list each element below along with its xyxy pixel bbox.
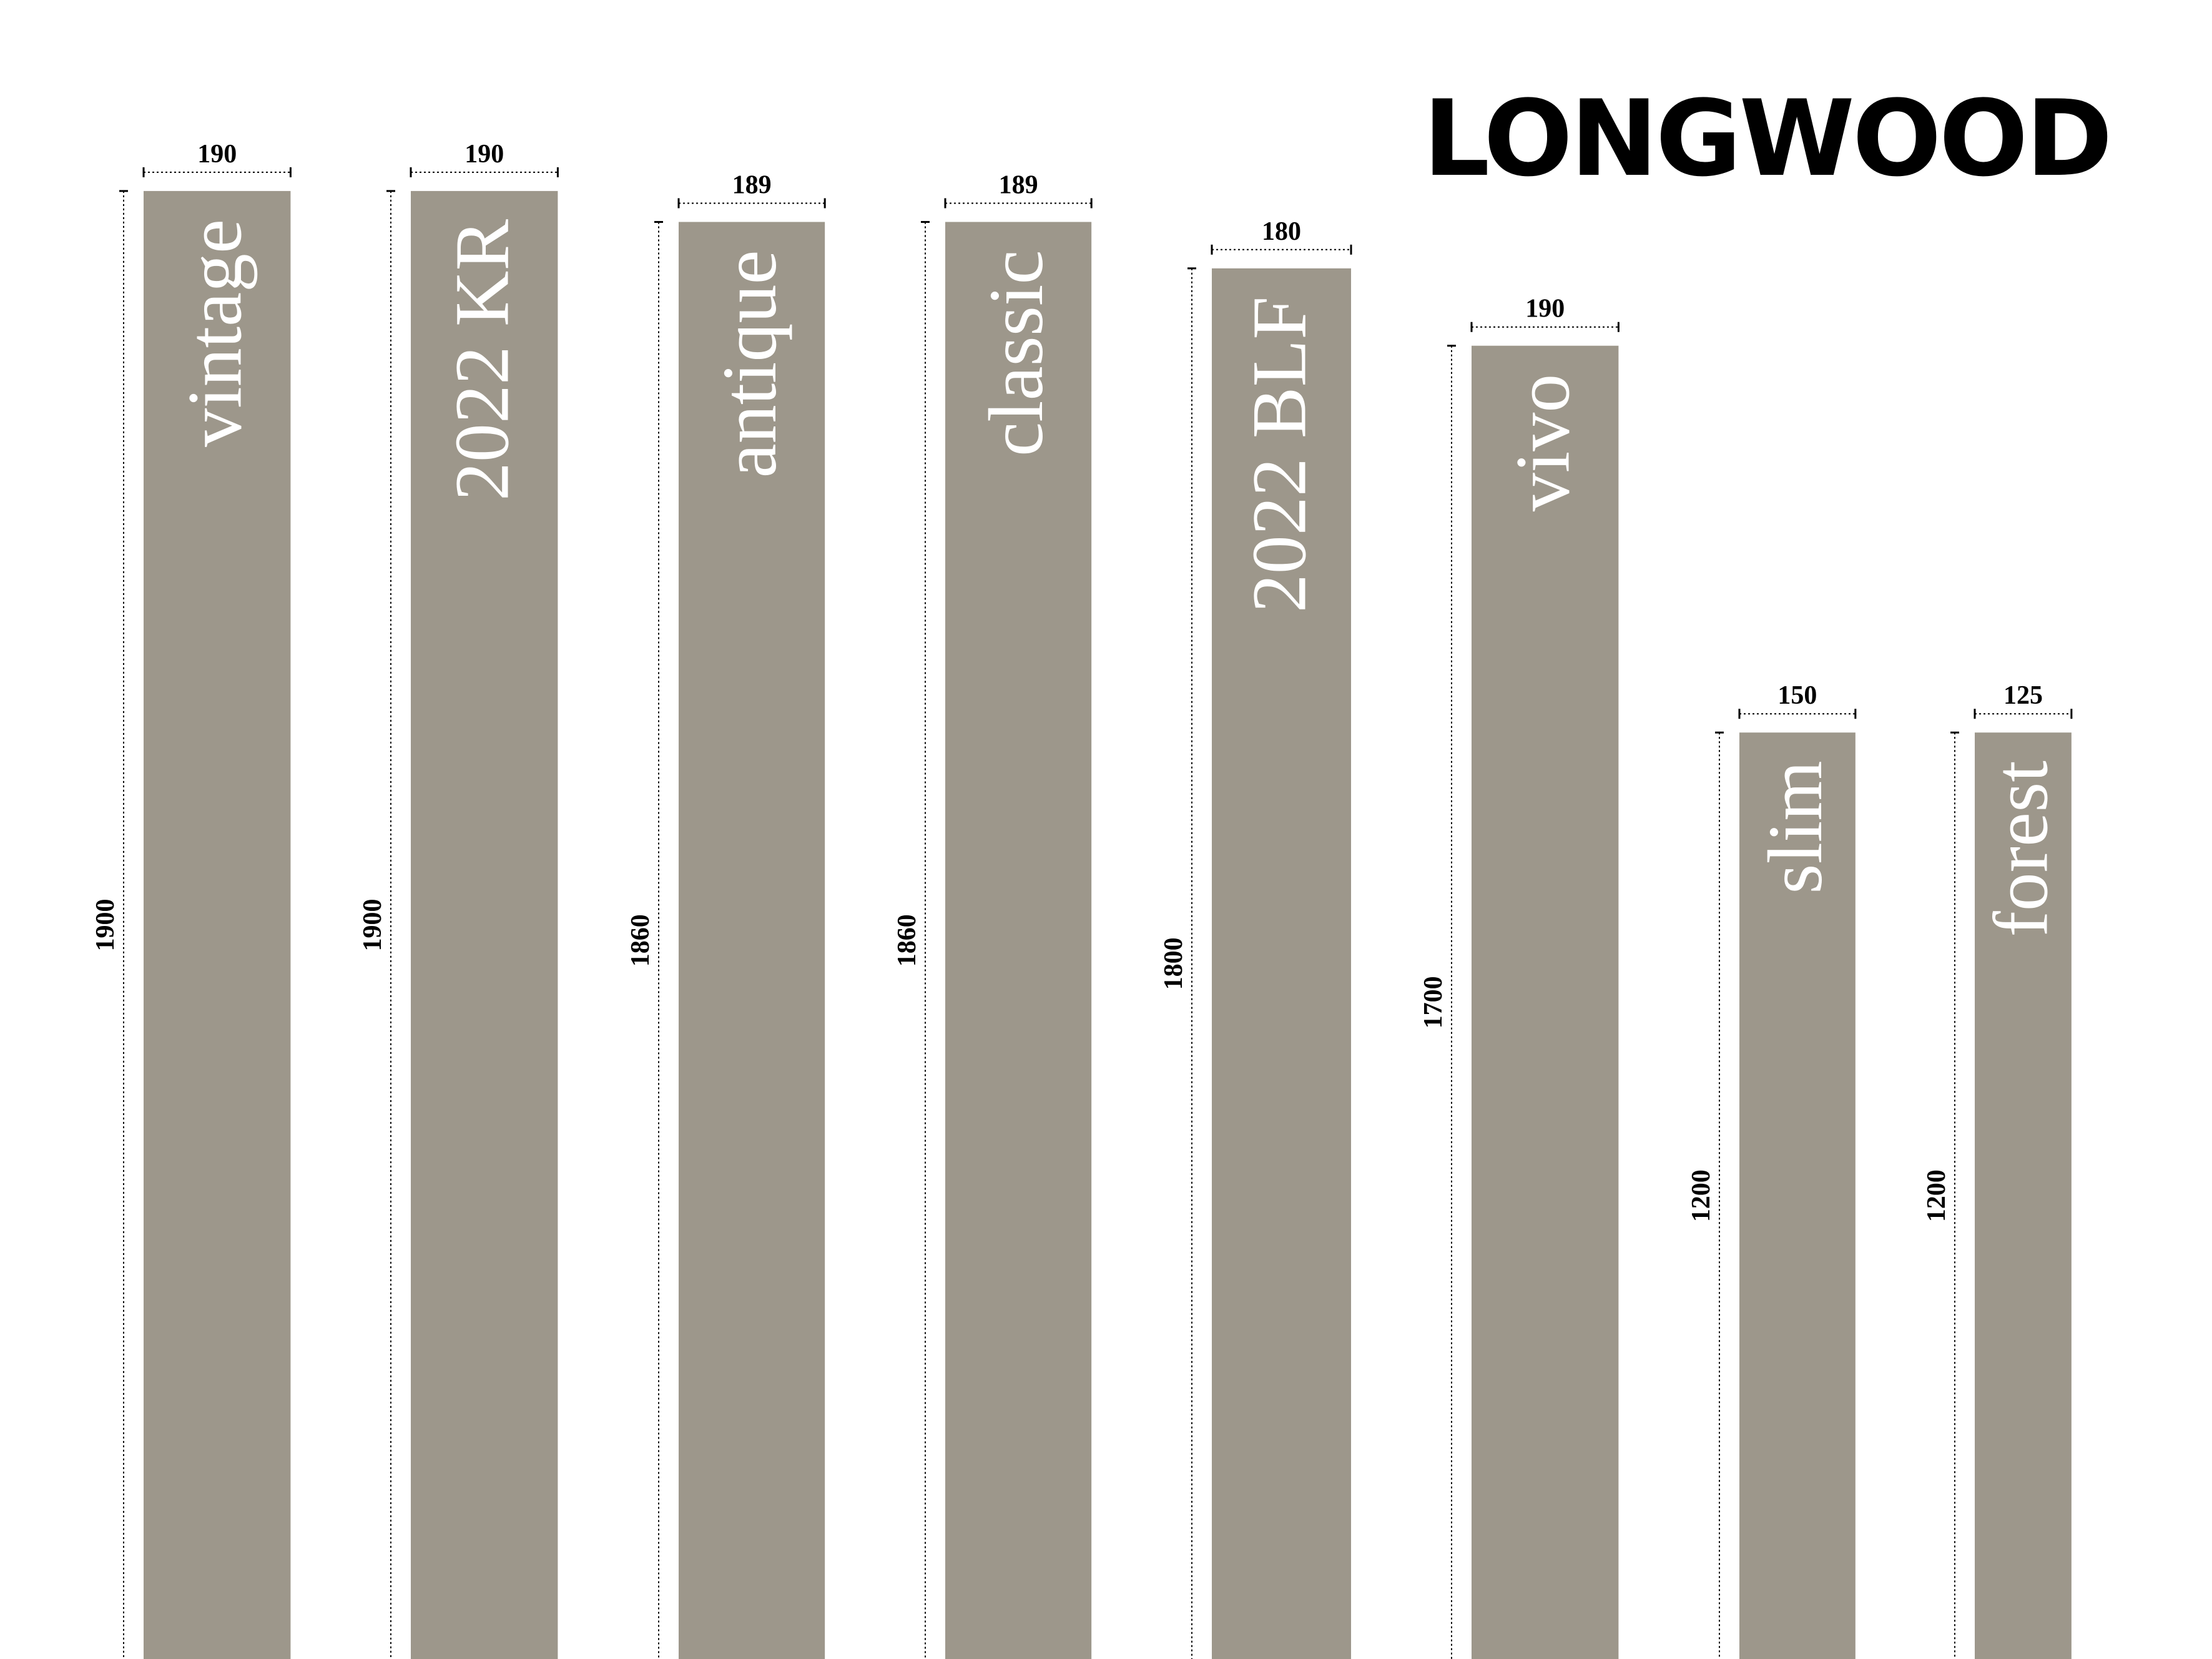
plank-name-label: vivo: [1500, 374, 1586, 511]
plank-classic: 189 1860 classic: [893, 170, 1093, 1659]
plank-name-label: slim: [1752, 761, 1838, 894]
width-label: 150: [1777, 681, 1817, 710]
length-label: 1900: [358, 898, 387, 951]
length-label: 1200: [1922, 1169, 1951, 1222]
plank-antique: 189 1860 antique: [626, 170, 826, 1659]
plank-bar: [1212, 268, 1352, 1659]
length-label: 1200: [1687, 1169, 1716, 1222]
plank-bar: [144, 190, 291, 1659]
plank-2022-kr: 190 1900 2022 KR: [358, 140, 559, 1659]
width-label: 180: [1262, 217, 1301, 246]
plank-name-label: 2022 BLF: [1237, 297, 1322, 613]
plank-name-label: 2022 KR: [440, 219, 525, 501]
length-label: 1800: [1159, 937, 1188, 990]
plank-bar: [945, 222, 1092, 1659]
plank-bar: [411, 190, 558, 1659]
plank-bar: [679, 222, 825, 1659]
width-label: 189: [999, 170, 1038, 199]
brand-logo: LONGWOOD: [1423, 77, 2110, 200]
plank-slim: 150 1200 slim: [1687, 681, 1857, 1659]
width-label: 190: [1525, 295, 1565, 323]
length-label: 1860: [626, 914, 655, 967]
width-label: 189: [732, 170, 772, 199]
planks-group: 190 1900 vintage 190 1900 2022 KR 189 1860 antiq…: [91, 140, 2073, 1659]
width-label: 190: [465, 140, 504, 169]
plank-vintage: 190 1900 vintage: [91, 140, 292, 1659]
plank-name-label: vintage: [172, 219, 258, 447]
plank-name-label: forest: [1978, 761, 2063, 937]
plank-name-label: antique: [707, 250, 792, 478]
plank-bar: [1739, 732, 1856, 1659]
plank-2022-blf: 180 1800 2022 BLF: [1159, 217, 1352, 1659]
plank-vivo: 190 1700 vivo: [1419, 295, 1620, 1659]
width-label: 190: [197, 140, 237, 169]
plank-bar: [1472, 345, 1619, 1659]
length-label: 1900: [91, 898, 120, 951]
length-label: 1860: [893, 914, 922, 967]
length-label: 1700: [1419, 976, 1448, 1028]
plank-bar: [1975, 732, 2072, 1659]
plank-forest: 125 1200 forest: [1922, 681, 2073, 1659]
width-label: 125: [2003, 681, 2043, 710]
plank-name-label: classic: [973, 250, 1059, 456]
